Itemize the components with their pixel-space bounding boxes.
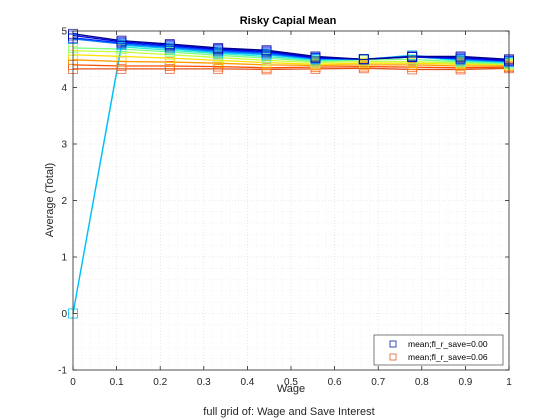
series-line — [72, 50, 510, 65]
x-tick-label: 0.3 — [197, 377, 211, 388]
x-axis-label: Wage — [277, 383, 305, 395]
y-tick-label: 0 — [61, 309, 67, 320]
data-point-marker — [407, 51, 418, 62]
legend-label: mean;fl_r_save=0.06 — [408, 352, 488, 362]
series-line — [72, 54, 510, 66]
x-tick-label: 0.1 — [110, 377, 124, 388]
data-point-marker — [358, 54, 369, 65]
data-point-marker — [116, 56, 127, 67]
data-point-marker — [213, 43, 224, 53]
legend: mean;fl_r_save=0.00 mean;fl_r_save=0.06 — [373, 334, 504, 366]
y-tick-label: 5 — [61, 27, 67, 38]
y-tick-label: 2 — [61, 196, 67, 207]
data-point-marker — [261, 45, 272, 56]
x-tick-label: 0.4 — [240, 377, 254, 388]
legend-marker — [389, 340, 397, 348]
data-point-marker — [310, 51, 321, 62]
series-layer — [72, 33, 510, 314]
x-tick-label: 1 — [506, 377, 512, 388]
series-line — [72, 33, 510, 60]
series-line — [72, 46, 510, 314]
series-line — [72, 59, 509, 67]
x-tick-label: 0.9 — [458, 377, 472, 388]
x-tick-label: 0 — [70, 377, 76, 388]
x-tick-label: 0.5 — [284, 377, 298, 388]
y-tick-label: 1 — [61, 253, 67, 264]
y-tick-label: -1 — [58, 366, 67, 377]
series-line — [72, 47, 510, 65]
y-tick-label: 4 — [61, 83, 67, 94]
legend-label: mean;fl_r_save=0.00 — [408, 339, 488, 349]
data-point-marker — [116, 35, 127, 46]
series-line — [72, 64, 510, 69]
x-tick-label: 0.2 — [153, 377, 167, 388]
series-line — [72, 34, 510, 62]
x-axis-sublabel: full grid of: Wage and Save Interest — [203, 406, 374, 418]
legend-marker — [389, 353, 397, 361]
data-point-marker — [455, 51, 466, 62]
y-tick-label: 3 — [61, 140, 67, 151]
series-line — [73, 67, 510, 71]
legend-items: mean;fl_r_save=0.00 mean;fl_r_save=0.06 — [389, 339, 488, 362]
y-axis-label: Average (Total) — [44, 163, 56, 237]
data-point-marker — [164, 39, 175, 49]
x-tick-label: 0.8 — [415, 377, 429, 388]
x-tick-label: 0.6 — [328, 377, 342, 388]
x-tick-label: 0.7 — [371, 377, 385, 388]
chart-title: Risky Capial Mean — [240, 15, 337, 27]
